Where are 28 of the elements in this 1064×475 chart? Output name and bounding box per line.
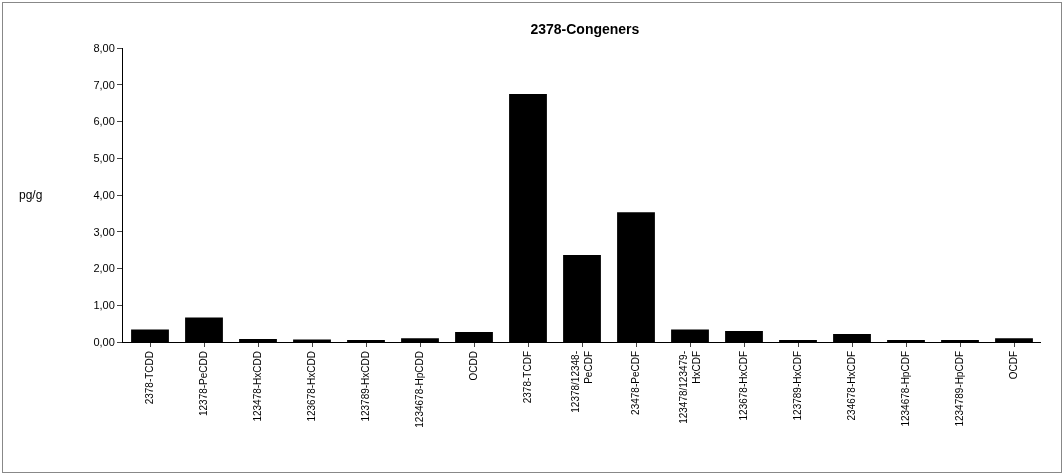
chart-title: 2378-Congeners <box>530 20 640 37</box>
y-tick-label: 1,00 <box>93 299 115 312</box>
x-tick-label: 23478-PeCDF <box>630 351 642 415</box>
x-tick-label: 123478-HxCDD <box>252 351 264 422</box>
x-tick-label: 123678-HxCDF <box>738 351 750 421</box>
y-tick-label: 5,00 <box>93 152 115 165</box>
x-tick-label: 1234789-HpCDF <box>954 351 966 427</box>
x-tick-label: OCDD <box>468 351 480 381</box>
x-tick-label: 123478/123479- HxCDF <box>677 351 702 424</box>
x-tick-label: 12378/12348- PeCDF <box>569 351 594 413</box>
y-tick-label: 3,00 <box>93 225 115 238</box>
y-tick-label: 6,00 <box>93 115 115 128</box>
y-axis-title: pg/g <box>19 188 43 202</box>
y-tick-label: 0,00 <box>93 335 115 348</box>
x-tick-label: 1234678-HpCDF <box>900 351 912 427</box>
y-tick-label: 7,00 <box>93 78 115 91</box>
x-tick-label: OCDF <box>1008 351 1020 380</box>
x-tick-label: 1234678-HpCDD <box>414 351 426 428</box>
x-tick-label: 234678-HxCDF <box>846 351 858 421</box>
y-tick-label: 2,00 <box>93 262 115 275</box>
x-tick-label: 12378-PeCDD <box>198 351 210 417</box>
x-tick-label: 2378-TCDD <box>144 351 156 405</box>
y-tick-label: 8,00 <box>93 41 115 54</box>
x-tick-label: 123789-HxCDF <box>792 351 804 421</box>
x-tick-label: 2378-TCDF <box>522 351 534 404</box>
x-tick-label: 123789-HxCDD <box>360 351 372 422</box>
x-tick-label: 123678-HxCDD <box>306 351 318 422</box>
y-tick-label: 4,00 <box>93 188 115 201</box>
